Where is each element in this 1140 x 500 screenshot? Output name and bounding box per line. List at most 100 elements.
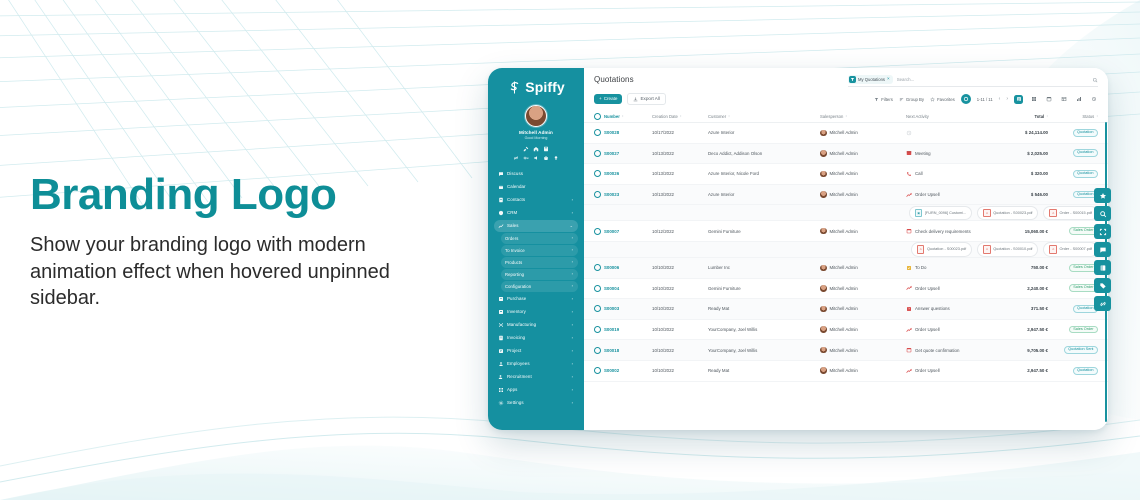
sidebar-item-manufacturing[interactable]: Manufacturing › (494, 319, 578, 331)
view-graph-button[interactable] (1074, 94, 1083, 104)
tag-icon[interactable] (1094, 278, 1111, 293)
calculator-icon[interactable] (543, 146, 549, 152)
column-header-salesperson[interactable]: Salesperson ↕ (820, 113, 848, 119)
sidebar-item-products[interactable]: Products › (501, 257, 578, 268)
sidebar-item-settings[interactable]: Settings › (494, 397, 578, 409)
table-row[interactable]: S00002 10/10/2022 Ready Mat Mitchell Admin O… (584, 361, 1108, 382)
sidebar-item-calendar[interactable]: Calendar (494, 181, 578, 193)
row-checkbox[interactable] (594, 264, 604, 272)
basket-icon[interactable] (543, 155, 549, 161)
row-checkbox[interactable] (594, 149, 604, 157)
tools-icon[interactable] (523, 146, 529, 152)
table-row[interactable]: S00003 10/10/2022 Ready Mat Mitchell Admin A… (584, 299, 1108, 320)
sidebar-item-apps[interactable]: Apps › (494, 384, 578, 396)
select-all-checkbox[interactable] (594, 112, 604, 120)
column-header-total[interactable]: Total ↕ (1034, 113, 1049, 119)
view-list-button[interactable] (1014, 94, 1023, 104)
sidebar-item-purchase[interactable]: Purchase › (494, 293, 578, 305)
chat-icon[interactable] (1094, 242, 1111, 257)
column-header-creation-date[interactable]: Creation Date ↕ (652, 113, 682, 119)
view-calendar-button[interactable] (1044, 94, 1053, 104)
cell-number[interactable]: S00004 (604, 285, 620, 291)
sidebar-item-to-invoice[interactable]: To Invoice › (501, 245, 578, 256)
sidebar-item-reporting[interactable]: Reporting › (501, 269, 578, 280)
column-header-number[interactable]: Number ↕ (604, 113, 624, 119)
key-icon[interactable] (523, 155, 529, 161)
group-by-button[interactable]: Group By (899, 97, 924, 102)
pager-previous-button[interactable]: ‹ (998, 95, 1001, 102)
book-icon[interactable] (1094, 260, 1111, 275)
row-checkbox[interactable] (594, 227, 604, 235)
table-row[interactable]: S00027 10/13/2022 Deco Addict, Addison Ols… (584, 143, 1108, 165)
cell-number[interactable]: S00003 (604, 306, 620, 312)
table-row[interactable]: S00023 10/13/2022 Azure Interior Mitchell A… (584, 184, 1108, 206)
table-row[interactable]: S00004 10/10/2022 Gemini Furniture Mitchell… (584, 279, 1108, 300)
cell-number[interactable]: S00027 (604, 150, 620, 156)
sidebar-item-recruitment[interactable]: Recruitment › (494, 371, 578, 383)
attachment-chip[interactable]: A Quotation - S00023.pdf (910, 242, 973, 257)
table-row[interactable]: S00006 10/10/2022 Lumber Inc Mitchell Admin… (584, 257, 1108, 279)
table-row[interactable]: S00026 10/13/2022 Azure Interior, Nicole F… (584, 164, 1108, 185)
create-button[interactable]: + Create (594, 94, 623, 104)
sidebar-item-project[interactable]: Project › (494, 345, 578, 357)
cell-number[interactable]: S00007 (604, 228, 620, 234)
cell-number[interactable]: S00002 (604, 368, 620, 374)
view-pivot-button[interactable] (1059, 94, 1068, 104)
search-input[interactable]: Search... (896, 77, 915, 82)
row-checkbox[interactable] (594, 170, 604, 178)
table-row[interactable]: S00019 10/10/2022 YourCompany, Joel Willis… (584, 320, 1108, 341)
column-header-next-activity[interactable]: Next Activity (906, 113, 929, 119)
attachment-chip[interactable]: ▣ [FURN_0096] Customi... (908, 205, 973, 221)
attachment-chip[interactable]: A Order - S00007.pdf (1043, 242, 1098, 257)
sidebar-item-sales[interactable]: Sales ⌄ (494, 220, 578, 232)
favorites-button[interactable]: Favorites (930, 97, 955, 102)
sidebar-item-crm[interactable]: CRM › (494, 207, 578, 219)
attachment-chip[interactable]: A Order - S00015.pdf (1043, 205, 1098, 221)
close-icon[interactable]: × (887, 76, 890, 82)
cell-number[interactable]: S00018 (604, 347, 620, 353)
sidebar-item-configuration[interactable]: Configuration › (501, 281, 578, 292)
row-checkbox[interactable] (594, 305, 604, 313)
cell-number[interactable]: S00023 (604, 192, 620, 198)
column-header-status[interactable]: Status ↕ (1082, 113, 1098, 119)
sidebar-item-employees[interactable]: Employees › (494, 358, 578, 370)
cell-number[interactable]: S00026 (604, 171, 620, 177)
cell-number[interactable]: S00019 (604, 327, 620, 333)
sidebar-item-invoicing[interactable]: Invoicing › (494, 332, 578, 344)
brand-logo[interactable]: Spiffy (507, 77, 565, 97)
avatar[interactable] (525, 105, 547, 127)
table-row[interactable]: S00007 10/12/2022 Gemini Furniture Mitchell… (584, 221, 1108, 242)
expand-icon[interactable] (1094, 224, 1111, 239)
row-checkbox[interactable] (594, 326, 604, 334)
row-checkbox[interactable] (594, 367, 604, 375)
search-icon[interactable] (1092, 77, 1098, 83)
bulb-icon[interactable] (553, 155, 559, 161)
sidebar-item-discuss[interactable]: Discuss (494, 168, 578, 180)
cell-number[interactable]: S00006 (604, 265, 620, 271)
link-icon[interactable] (513, 155, 519, 161)
sidebar-item-contacts[interactable]: Contacts › (494, 194, 578, 206)
view-activity-button[interactable] (1089, 94, 1098, 104)
sidebar-item-inventory[interactable]: Inventory › (494, 306, 578, 318)
filter-chip-my-quotations[interactable]: My Quotations × (848, 75, 893, 84)
attachment-chip[interactable]: A Quotation - S00023.pdf (977, 205, 1039, 221)
search-bar[interactable]: My Quotations × Search... (848, 75, 1098, 87)
view-kanban-button[interactable] (1029, 94, 1038, 104)
sidebar-item-orders[interactable]: Orders › (501, 233, 578, 244)
row-checkbox[interactable] (594, 129, 604, 137)
megaphone-icon[interactable] (533, 155, 539, 161)
export-all-button[interactable]: Export All (627, 93, 666, 105)
filters-button[interactable]: Filters (874, 97, 893, 102)
attachment-chip[interactable]: A Quotation - S00010.pdf (977, 242, 1039, 257)
cell-number[interactable]: S00028 (604, 130, 620, 136)
table-row[interactable]: S00028 10/17/2022 Azure Interior Mitchell A… (584, 123, 1108, 144)
star-icon[interactable] (1094, 188, 1111, 203)
pager-next-button[interactable]: › (1006, 95, 1008, 102)
link-icon[interactable] (1094, 296, 1111, 311)
row-checkbox[interactable] (594, 346, 604, 354)
table-row[interactable]: S00018 10/10/2022 YourCompany, Joel Willis… (584, 340, 1108, 361)
row-checkbox[interactable] (594, 191, 604, 199)
search-icon[interactable] (1094, 206, 1111, 221)
home-icon[interactable] (533, 146, 539, 152)
column-header-customer[interactable]: Customer ↕ (708, 113, 730, 119)
